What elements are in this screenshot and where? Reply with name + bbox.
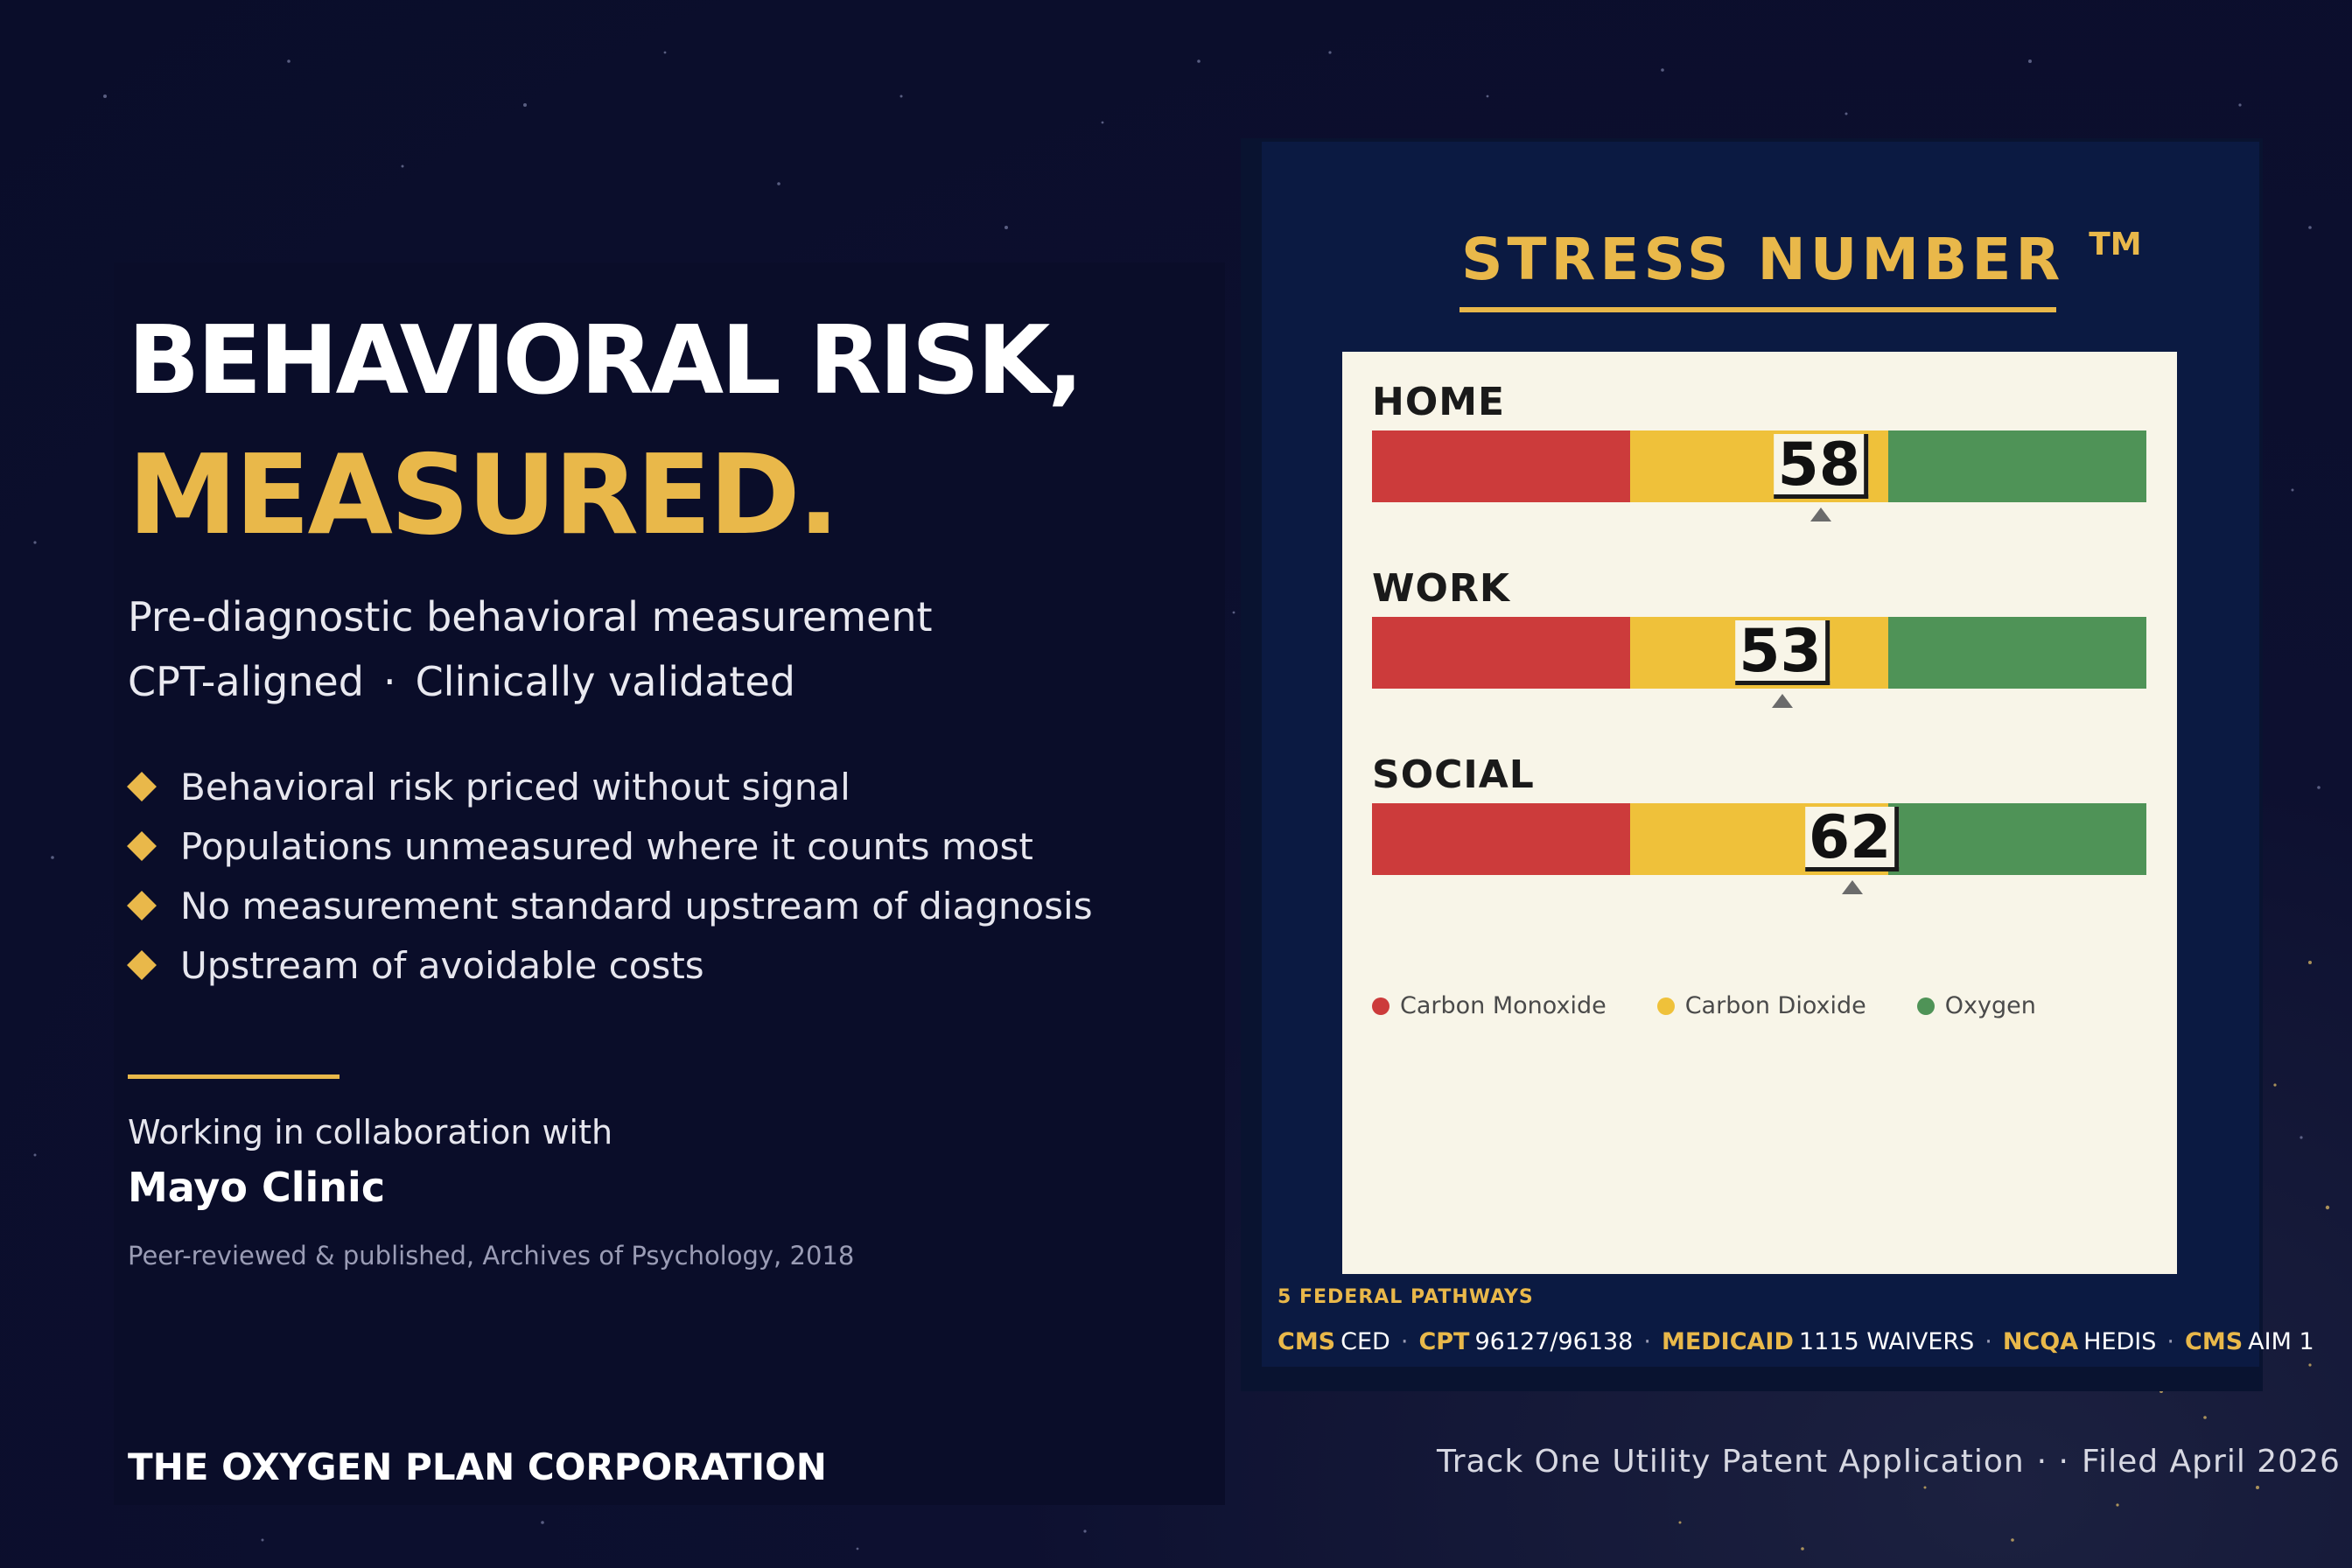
pathways-title: 5 FEDERAL PATHWAYS — [1278, 1286, 1534, 1308]
subtitle-separator: · — [382, 658, 396, 705]
meter-label-work: WORK — [1372, 566, 1510, 611]
legend-item: Carbon Dioxide — [1656, 992, 1866, 1019]
zone-carbon-monoxide — [1372, 617, 1630, 689]
meter-bar-work: 53 — [1372, 617, 2146, 708]
collaboration-intro: Working in collaboration with — [128, 1113, 613, 1152]
card-title: STRESS NUMBER TM — [1461, 226, 2142, 293]
legend-label: Carbon Dioxide — [1684, 992, 1866, 1019]
filing-date: Filed April 2026 — [2082, 1444, 2341, 1480]
pathway-value: CED — [1340, 1328, 1390, 1355]
bullet-item: Upstream of avoidable costs — [127, 935, 1093, 995]
bullet-text: No measurement standard upstream of diag… — [180, 884, 1093, 928]
pathways-list: CMS CED · CPT 96127/96138 · MEDICAID 1115 W… — [1278, 1328, 2314, 1355]
pathway-value: AIM 1 — [2248, 1328, 2314, 1355]
meter-legend: Carbon Monoxide Carbon Dioxide Oxygen — [1372, 992, 2087, 1019]
card-title-text: STRESS NUMBER — [1461, 226, 2065, 293]
card-title-underline — [1460, 307, 2056, 312]
diamond-bullet-icon — [127, 831, 157, 861]
bullet-list: Behavioral risk priced without signal Po… — [127, 757, 1093, 995]
bullet-item: Behavioral risk priced without signal — [127, 757, 1093, 816]
bullet-text: Behavioral risk priced without signal — [180, 765, 850, 808]
subtitle-line-1: Pre-diagnostic behavioral measurement — [128, 593, 933, 640]
pathway-key: CMS — [2185, 1328, 2244, 1355]
headline-primary: BEHAVIORAL RISK, — [128, 306, 1083, 416]
zone-oxygen — [1888, 803, 2146, 875]
diamond-bullet-icon — [127, 772, 157, 802]
company-name: THE OXYGEN PLAN CORPORATION — [128, 1446, 827, 1488]
subtitle-cpt: CPT-aligned — [128, 658, 364, 705]
meter-value-social: 62 — [1804, 807, 1900, 872]
filing-type: Track One Utility Patent Application — [1437, 1444, 2025, 1480]
diamond-bullet-icon — [127, 950, 157, 980]
meter-label-social: SOCIAL — [1372, 752, 1535, 797]
zone-oxygen — [1888, 430, 2146, 502]
meter-panel: HOME 58 WORK 53 SOCIAL 62 Carbon Monoxid… — [1342, 352, 2177, 1274]
patent-filing-note: Track One Utility Patent Application · · F… — [1437, 1444, 2341, 1480]
meter-pointer-home-icon — [1810, 508, 1832, 522]
bullet-text: Populations unmeasured where it counts m… — [180, 824, 1033, 868]
pathway-key: MEDICAID — [1661, 1328, 1794, 1355]
pathway-value: 96127/96138 — [1474, 1328, 1634, 1355]
meter-bar-social: 62 — [1372, 803, 2146, 894]
pathway-value: HEDIS — [2083, 1328, 2157, 1355]
trademark-mark: TM — [2089, 227, 2142, 262]
divider-rule — [128, 1074, 340, 1079]
partner-name: Mayo Clinic — [128, 1164, 386, 1211]
legend-label: Oxygen — [1944, 992, 2036, 1019]
subtitle-line-2: CPT-aligned · Clinically validated — [128, 658, 795, 705]
subtitle-validated: Clinically validated — [415, 658, 795, 705]
filing-separator: · · — [2036, 1444, 2070, 1480]
meter-value-home: 58 — [1774, 434, 1869, 499]
meter-bar-home: 58 — [1372, 430, 2146, 522]
citation: Peer-reviewed & published, Archives of P… — [128, 1241, 855, 1270]
pathway-key: CPT — [1418, 1328, 1470, 1355]
pathway-separator: · — [1400, 1328, 1409, 1355]
legend-dot-icon — [1916, 997, 1935, 1015]
legend-dot-icon — [1656, 997, 1675, 1015]
zone-carbon-monoxide — [1372, 430, 1630, 502]
zone-oxygen — [1888, 617, 2146, 689]
meter-pointer-work-icon — [1772, 694, 1794, 708]
zone-carbon-monoxide — [1372, 803, 1630, 875]
bullet-item: Populations unmeasured where it counts m… — [127, 816, 1093, 876]
headline-accent: MEASURED. — [128, 430, 840, 559]
meter-value-work: 53 — [1735, 620, 1830, 685]
diamond-bullet-icon — [127, 891, 157, 920]
meter-pointer-social-icon — [1841, 880, 1863, 894]
legend-dot-icon — [1372, 997, 1390, 1015]
pathway-key: NCQA — [2002, 1328, 2079, 1355]
bullet-item: No measurement standard upstream of diag… — [127, 876, 1093, 935]
left-panel — [114, 262, 1225, 1505]
pathway-separator: · — [1643, 1328, 1651, 1355]
pathway-value: 1115 WAIVERS — [1798, 1328, 1975, 1355]
pathway-separator: · — [1984, 1328, 1992, 1355]
legend-item: Oxygen — [1916, 992, 2036, 1019]
legend-item: Carbon Monoxide — [1372, 992, 1606, 1019]
bullet-text: Upstream of avoidable costs — [180, 943, 704, 987]
legend-label: Carbon Monoxide — [1400, 992, 1606, 1019]
meter-label-home: HOME — [1372, 380, 1506, 424]
pathway-separator: · — [2166, 1328, 2175, 1355]
pathway-key: CMS — [1278, 1328, 1336, 1355]
